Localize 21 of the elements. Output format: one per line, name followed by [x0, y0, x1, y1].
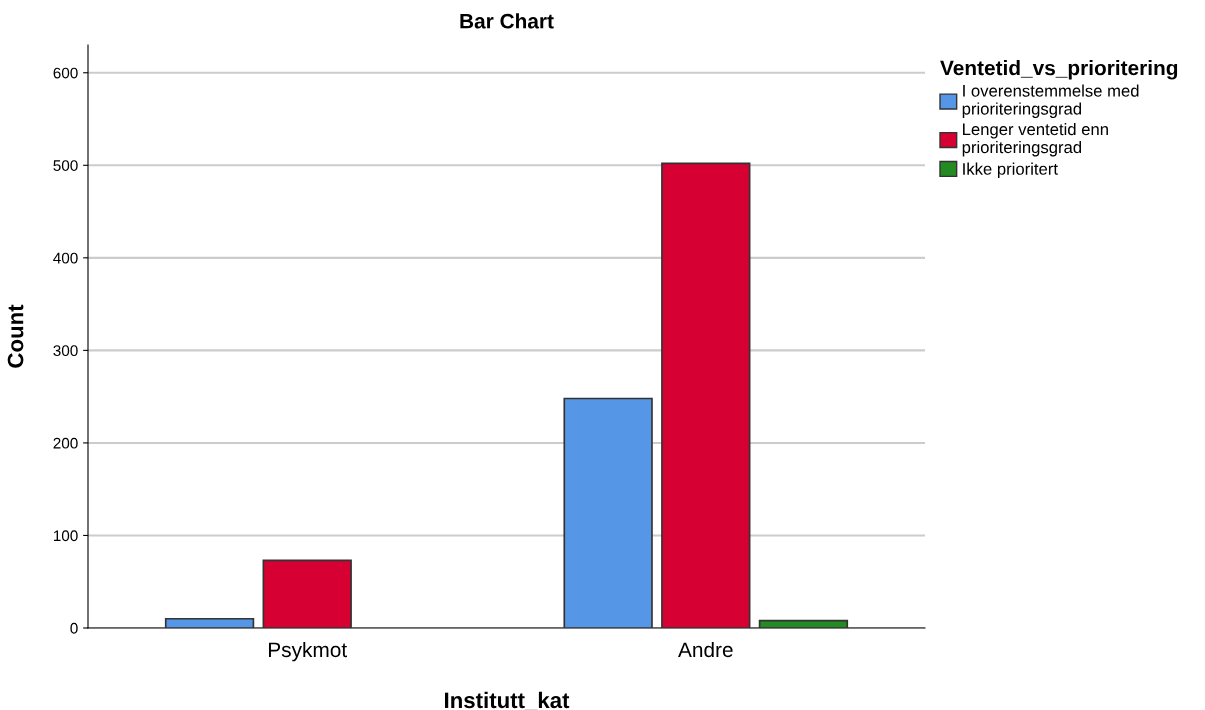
y-tick-label: 400: [53, 252, 78, 264]
bar: [563, 397, 653, 628]
x-tick-label: Psykmot: [268, 641, 347, 662]
y-axis-title: Count: [7, 304, 24, 368]
y-tick-label: 200: [53, 437, 78, 449]
y-tick-label: 300: [53, 345, 78, 357]
bar: [758, 619, 849, 628]
y-tick-label: 100: [53, 530, 78, 542]
bar: [262, 559, 352, 628]
legend-title: Ventetid_vs_prioritering: [940, 60, 1178, 80]
legend-label: Lenger ventetid enn prioriteringsgrad: [962, 123, 1108, 157]
y-tick-label: 500: [53, 160, 78, 171]
chart-title: Bar Chart: [460, 13, 554, 29]
y-tick-label: 600: [53, 67, 78, 79]
legend-label: Ikke prioritert: [963, 162, 1058, 179]
bar: [661, 162, 751, 628]
x-axis-title: Institutt_kat: [445, 691, 570, 710]
x-tick-label: Andre: [678, 641, 733, 658]
legend-label: I overenstemmelse med prioriteringsgrad: [962, 84, 1139, 118]
y-tick-label: 0: [70, 622, 78, 634]
bar: [164, 617, 255, 628]
